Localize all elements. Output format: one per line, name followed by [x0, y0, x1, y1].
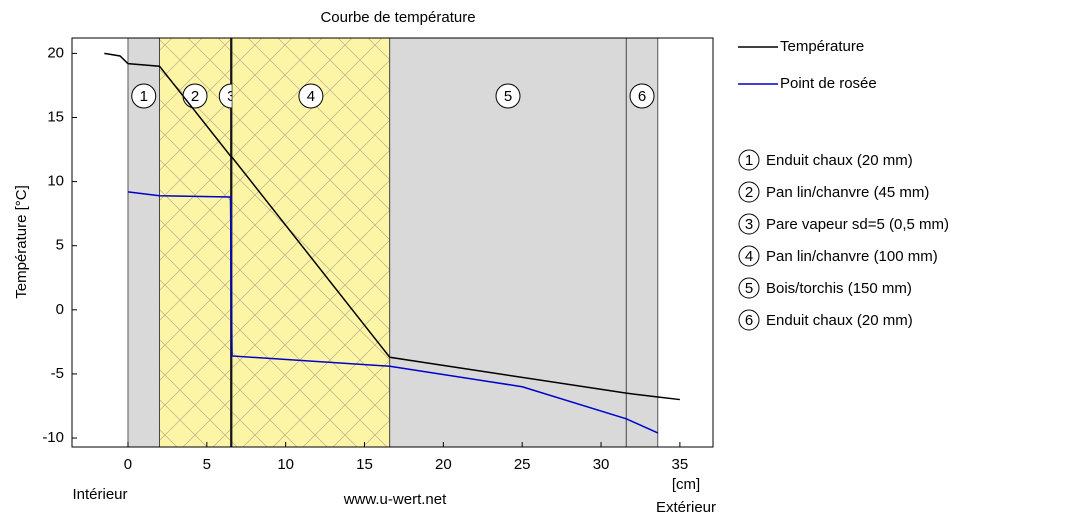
layer-number: 2 [191, 88, 199, 105]
legend-label: Enduit chaux (20 mm) [766, 312, 913, 329]
x-tick-label: 30 [593, 456, 610, 473]
x-tick-label: 20 [435, 456, 452, 473]
legend-marker [738, 309, 760, 331]
legend-label: Bois/torchis (150 mm) [766, 280, 912, 297]
layer-marker [298, 83, 324, 109]
legend-label: Pan lin/chanvre (100 mm) [766, 248, 938, 265]
legend-marker [738, 149, 760, 171]
x-tick-label: 0 [124, 456, 132, 473]
plot-frame [71, 37, 714, 448]
x-tick-label: 25 [514, 456, 531, 473]
layer-marker [131, 83, 157, 109]
y-tick-label: -10 [42, 429, 64, 446]
chart-title: Courbe de température [320, 9, 475, 26]
legend-label: Température [780, 38, 864, 55]
layer-number: 5 [504, 88, 512, 105]
x-tick-label: 35 [672, 456, 689, 473]
legend-label: Point de rosée [780, 75, 877, 92]
legend-number: 6 [745, 312, 753, 329]
layer-number: 4 [307, 88, 315, 105]
x-tick-label: 15 [356, 456, 373, 473]
layer-number: 6 [638, 88, 646, 105]
inside-label: Intérieur [72, 486, 127, 503]
y-tick-label: -5 [51, 365, 64, 382]
y-tick-label: 5 [56, 237, 64, 254]
legend-number: 1 [745, 152, 753, 169]
layer-number: 1 [140, 88, 148, 105]
x-axis-label: [cm] [672, 476, 700, 493]
legend-number: 3 [745, 216, 753, 233]
series-line [127, 191, 659, 434]
outside-label: Extérieur [656, 499, 716, 516]
source: www.u-wert.net [343, 491, 447, 508]
legend-number: 4 [745, 248, 753, 265]
layer-marker [629, 83, 655, 109]
y-tick-label: 0 [56, 301, 64, 318]
legend-number: 2 [745, 184, 753, 201]
y-axis-label: Température [°C] [13, 185, 30, 299]
legend-label: Pan lin/chanvre (45 mm) [766, 184, 929, 201]
x-tick-label: 10 [277, 456, 294, 473]
legend-marker [738, 277, 760, 299]
legend-marker [738, 245, 760, 267]
series-line [104, 52, 680, 401]
y-tick-label: 15 [47, 108, 64, 125]
layer-marker [495, 83, 521, 109]
legend-marker [738, 181, 760, 203]
legend-marker [738, 213, 760, 235]
legend-label: Enduit chaux (20 mm) [766, 152, 913, 169]
legend-number: 5 [745, 280, 753, 297]
y-tick-label: 20 [47, 44, 64, 61]
y-tick-label: 10 [47, 173, 64, 190]
layer-number: 3 [227, 88, 235, 105]
legend-label: Pare vapeur sd=5 (0,5 mm) [766, 216, 949, 233]
x-tick-label: 5 [203, 456, 211, 473]
